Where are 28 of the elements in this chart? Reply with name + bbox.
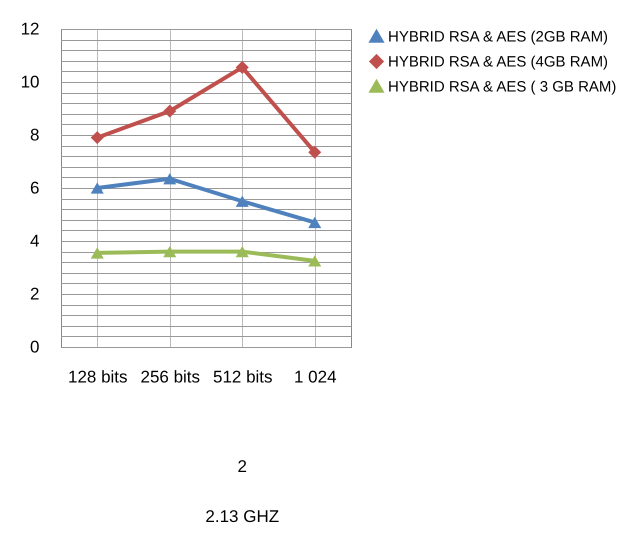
text: 2: [238, 457, 247, 476]
x-tick-label: 512 bits: [212, 368, 273, 386]
x-tick-label: 128 bits: [68, 368, 128, 386]
legend-label: HYBRID RSA & AES (4GB RAM): [388, 54, 608, 70]
point: [236, 196, 249, 207]
point: [308, 216, 322, 228]
legend-label: HYBRID RSA & AES (2GB RAM): [388, 28, 608, 46]
y-tick-label: 4: [30, 232, 40, 250]
y-tick-label: 8: [30, 126, 40, 144]
legend-label: HYBRID RSA & AES ( 3 GB RAM): [388, 78, 616, 96]
point: [308, 255, 322, 267]
point: [163, 104, 176, 118]
x-tick-label: 256 bits: [140, 368, 200, 386]
point: [308, 146, 322, 159]
point: [163, 173, 176, 184]
point: [90, 182, 104, 194]
point: [90, 131, 104, 144]
point: [90, 247, 104, 259]
point: [236, 60, 249, 74]
point: [236, 246, 249, 258]
y-tick-label: 6: [30, 178, 40, 198]
y-tick-label: 2: [30, 284, 40, 304]
text: 2.13 GHZ: [205, 507, 280, 526]
x-tick-label: 1 024: [294, 368, 337, 386]
point: [163, 246, 176, 258]
y-tick-label: 12: [20, 20, 40, 38]
y-tick-label: 0: [30, 338, 40, 356]
y-tick-label: 10: [20, 72, 40, 92]
